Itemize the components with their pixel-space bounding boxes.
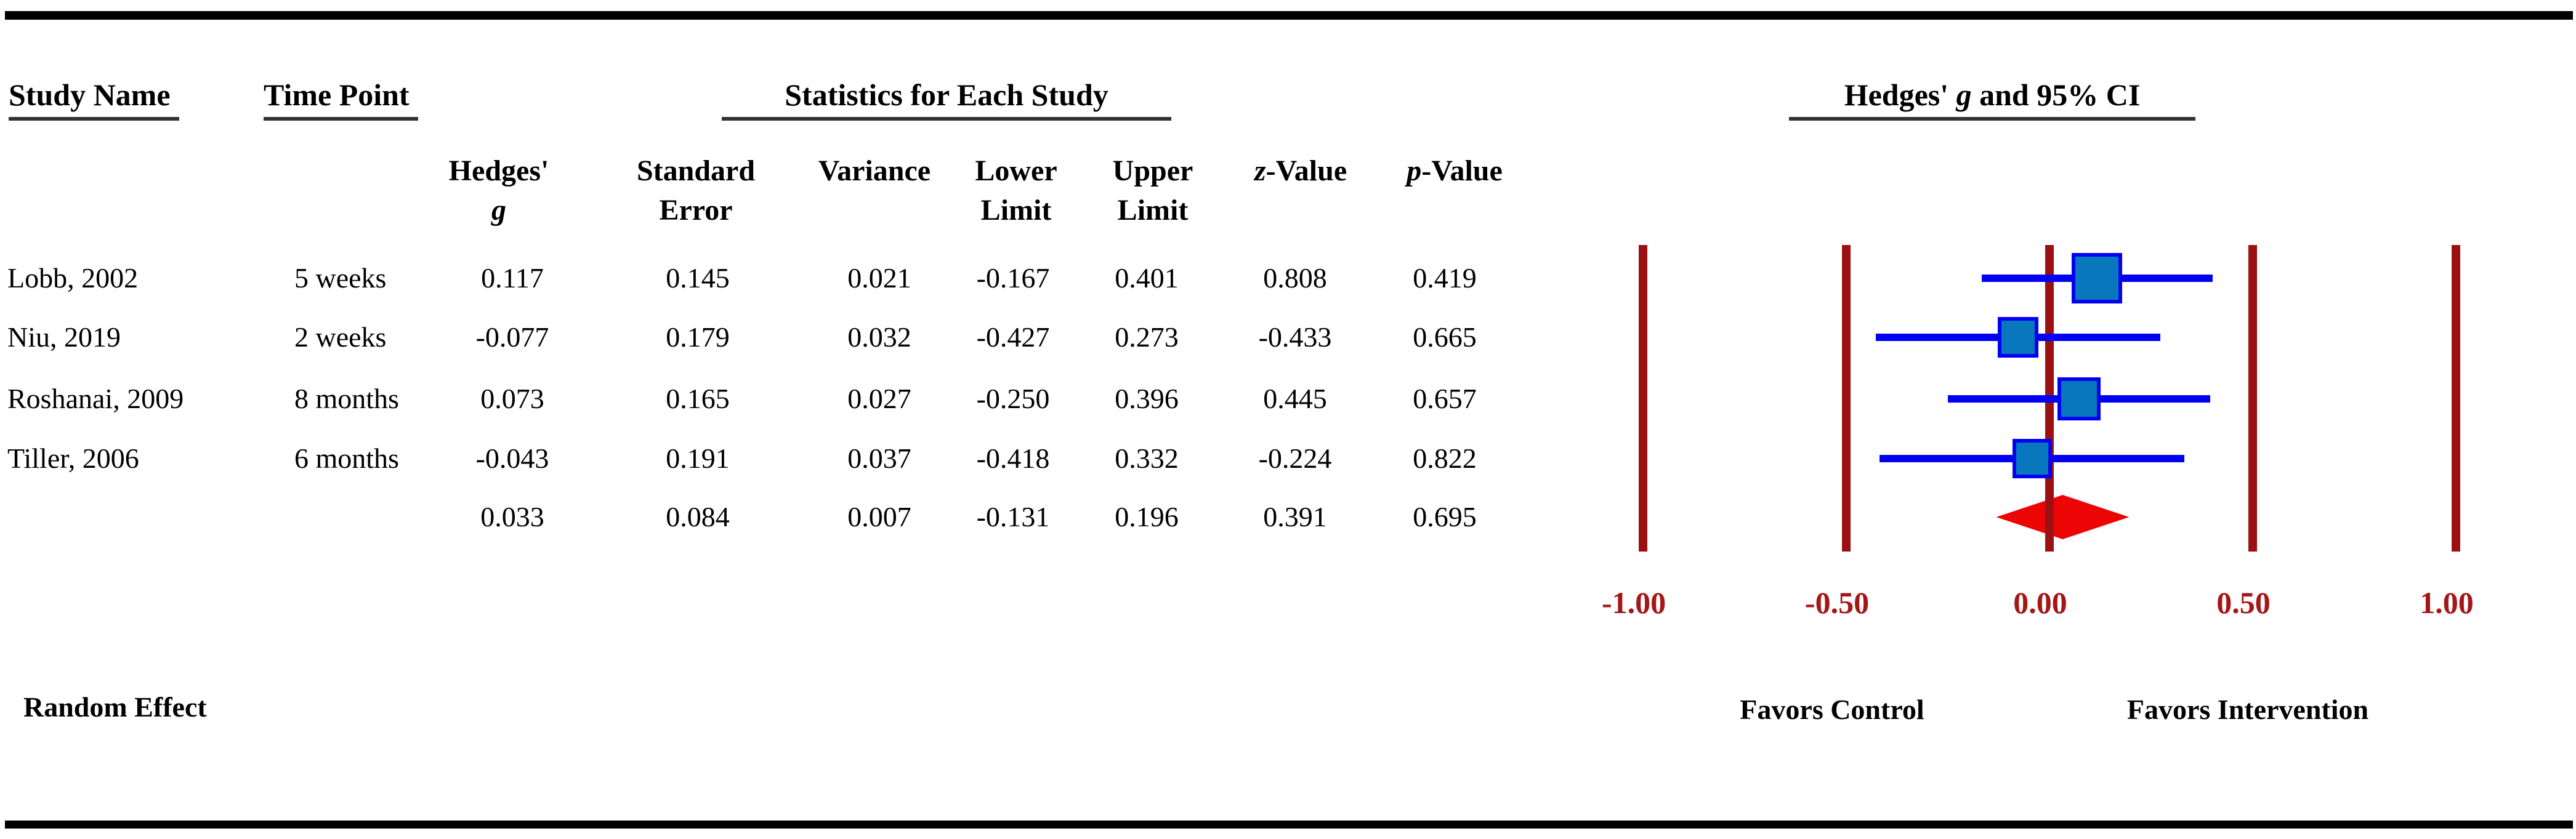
grid-line--0.50 bbox=[1842, 245, 1851, 552]
top-rule bbox=[5, 11, 2573, 20]
cell-z: -0.224 bbox=[1258, 443, 1332, 474]
cell-study-name: Roshanai, 2009 bbox=[7, 383, 184, 414]
column-header-line2: z-Value bbox=[1254, 155, 1347, 187]
cell-g: -0.043 bbox=[475, 443, 549, 474]
cell-g: 0.117 bbox=[481, 262, 544, 294]
cell-p: 0.822 bbox=[1413, 443, 1477, 474]
column-header-line1: Upper bbox=[1112, 155, 1193, 187]
column-header-line2: Limit bbox=[980, 194, 1052, 227]
summary-cell-lower: -0.131 bbox=[976, 501, 1050, 532]
cell-upper: 0.396 bbox=[1115, 383, 1179, 414]
model-label: Random Effect bbox=[23, 691, 207, 723]
effect-square bbox=[2057, 377, 2101, 420]
cell-lower: -0.167 bbox=[976, 262, 1050, 294]
column-header-line2: g bbox=[491, 194, 506, 227]
cell-time-point: 6 months bbox=[294, 443, 399, 474]
grid-line-0.50 bbox=[2248, 245, 2257, 552]
column-header-hedges-g: Hedges' g bbox=[400, 151, 597, 230]
cell-z: 0.445 bbox=[1263, 383, 1327, 414]
summary-diamond bbox=[1996, 495, 2130, 539]
effect-square bbox=[1998, 317, 2039, 358]
column-header-line1: Hedges' bbox=[448, 155, 549, 187]
cell-variance: 0.037 bbox=[847, 443, 911, 474]
cell-time-point: 2 weeks bbox=[294, 321, 387, 353]
plot-title-suffix: and 95% CI bbox=[1971, 78, 2141, 112]
header-time-point: Time Point bbox=[264, 78, 418, 121]
summary-cell-se: 0.084 bbox=[666, 501, 730, 532]
favors-control-label: Favors Control bbox=[1740, 694, 1924, 725]
plot-title-prefix: Hedges' bbox=[1844, 78, 1956, 112]
summary-cell-z: 0.391 bbox=[1263, 501, 1327, 532]
header-study-name: Study Name bbox=[9, 78, 179, 121]
axis-tick-label: -0.50 bbox=[1804, 585, 1870, 620]
cell-z: -0.433 bbox=[1258, 321, 1332, 353]
axis-tick-label: 0.50 bbox=[2216, 585, 2271, 620]
column-header-standard-error: Standard Error bbox=[597, 151, 794, 230]
plot-title: Hedges' g and 95% CI bbox=[1789, 78, 2195, 121]
column-header-lower-limit: Lower Limit bbox=[918, 151, 1115, 230]
cell-se: 0.191 bbox=[666, 443, 730, 474]
column-header-line2: Variance bbox=[818, 155, 931, 187]
effect-square bbox=[2012, 439, 2052, 478]
cell-g: 0.073 bbox=[480, 383, 544, 414]
grid-line-1.00 bbox=[2452, 245, 2460, 552]
grid-line--1.00 bbox=[1639, 245, 1647, 552]
effect-square bbox=[2072, 253, 2123, 303]
bottom-rule bbox=[5, 821, 2573, 829]
cell-lower: -0.250 bbox=[976, 383, 1050, 414]
cell-study-name: Lobb, 2002 bbox=[7, 262, 139, 294]
cell-se: 0.165 bbox=[666, 383, 730, 414]
column-header-line1: Lower bbox=[975, 155, 1057, 187]
cell-lower: -0.427 bbox=[976, 321, 1050, 353]
column-header-line2: Limit bbox=[1117, 194, 1189, 227]
cell-g: -0.077 bbox=[475, 321, 549, 353]
column-header-line2: p-Value bbox=[1407, 155, 1503, 187]
cell-z: 0.808 bbox=[1263, 262, 1327, 294]
column-header-p-value: p-Value bbox=[1356, 151, 1553, 191]
cell-variance: 0.032 bbox=[847, 321, 911, 353]
cell-upper: 0.401 bbox=[1115, 262, 1179, 294]
axis-tick-label: 1.00 bbox=[2420, 585, 2474, 620]
axis-tick-label: 0.00 bbox=[2013, 585, 2067, 620]
cell-se: 0.179 bbox=[666, 321, 730, 353]
column-header-variance: Variance bbox=[776, 151, 973, 191]
cell-lower: -0.418 bbox=[976, 443, 1050, 474]
cell-upper: 0.332 bbox=[1115, 443, 1179, 474]
plot-title-italic-g: g bbox=[1956, 78, 1972, 112]
column-header-z-value: z-Value bbox=[1202, 151, 1399, 191]
summary-cell-variance: 0.007 bbox=[847, 501, 911, 532]
axis-tick-label: -1.00 bbox=[1601, 585, 1666, 620]
cell-se: 0.145 bbox=[666, 262, 730, 294]
cell-variance: 0.027 bbox=[847, 383, 911, 414]
summary-cell-upper: 0.196 bbox=[1115, 501, 1179, 532]
cell-p: 0.665 bbox=[1413, 321, 1477, 353]
column-header-line2: Error bbox=[659, 194, 733, 227]
favors-intervention-label: Favors Intervention bbox=[2126, 694, 2369, 725]
cell-time-point: 5 weeks bbox=[294, 262, 387, 294]
cell-p: 0.657 bbox=[1413, 383, 1477, 414]
cell-p: 0.419 bbox=[1413, 262, 1477, 294]
column-header-line1: Standard bbox=[636, 155, 756, 187]
cell-study-name: Tiller, 2006 bbox=[7, 443, 139, 474]
summary-cell-p: 0.695 bbox=[1413, 501, 1477, 532]
cell-upper: 0.273 bbox=[1115, 321, 1179, 353]
summary-cell-g: 0.033 bbox=[480, 501, 544, 532]
column-header-upper-limit: Upper Limit bbox=[1054, 151, 1251, 230]
cell-study-name: Niu, 2019 bbox=[7, 321, 121, 353]
header-statistics: Statistics for Each Study bbox=[722, 78, 1171, 121]
cell-variance: 0.021 bbox=[847, 262, 911, 294]
cell-time-point: 8 months bbox=[294, 383, 399, 414]
